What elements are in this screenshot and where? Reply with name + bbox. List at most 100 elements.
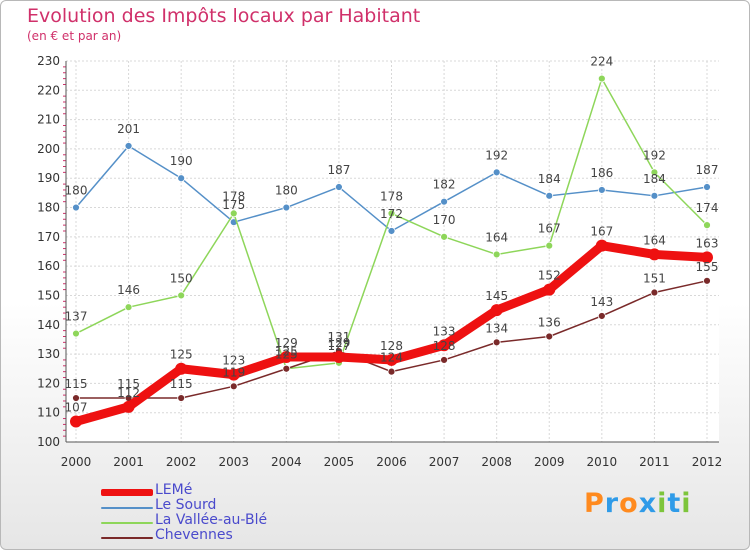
data-point — [650, 168, 659, 177]
data-label: 167 — [590, 225, 613, 239]
data-point — [492, 168, 501, 177]
data-point — [703, 183, 711, 191]
data-point — [229, 382, 238, 391]
data-label: 182 — [433, 178, 456, 192]
legend-label: Le Sourd — [155, 497, 217, 513]
data-label: 128 — [433, 339, 456, 353]
data-label: 180 — [65, 184, 88, 198]
data-point — [72, 329, 80, 338]
data-label: 152 — [538, 269, 561, 283]
data-point — [648, 248, 661, 261]
legend-swatch — [101, 522, 153, 524]
data-label: 136 — [538, 315, 561, 329]
data-label: 133 — [433, 324, 456, 338]
data-label: 134 — [485, 321, 508, 335]
data-label: 129 — [327, 336, 350, 350]
data-label: 129 — [275, 336, 298, 350]
data-point — [227, 368, 240, 381]
y-tick-label: 120 — [37, 376, 60, 390]
data-label: 190 — [170, 154, 193, 168]
data-label: 146 — [117, 283, 140, 297]
data-label: 150 — [170, 271, 193, 285]
y-tick-label: 170 — [37, 230, 60, 244]
data-label: 180 — [275, 184, 298, 198]
data-point — [335, 183, 343, 191]
data-point — [440, 232, 448, 241]
chart-title: Evolution des Impôts locaux par Habitant — [27, 5, 421, 27]
data-point — [440, 356, 448, 364]
data-label: 174 — [696, 201, 719, 215]
data-point — [387, 209, 396, 218]
proxiti-logo: Proxiti — [584, 488, 692, 519]
x-tick-label: 2007 — [429, 455, 460, 469]
data-label: 145 — [485, 289, 508, 303]
data-point — [177, 291, 186, 300]
data-point — [597, 74, 606, 83]
logo-letter: P — [584, 488, 605, 519]
data-point — [492, 338, 501, 347]
data-point — [438, 339, 451, 352]
y-tick-label: 140 — [37, 318, 60, 332]
data-point — [545, 191, 554, 200]
logo-letter: t — [667, 488, 682, 519]
chart-subtitle: (en € et par an) — [27, 29, 122, 43]
data-point — [703, 221, 711, 230]
data-point — [385, 353, 398, 366]
data-label: 192 — [643, 148, 666, 162]
data-point — [70, 415, 82, 428]
data-point — [175, 362, 188, 375]
x-tick-label: 2001 — [113, 455, 144, 469]
data-label: 187 — [327, 163, 350, 177]
data-point — [282, 203, 291, 212]
data-label: 123 — [222, 354, 245, 368]
data-label: 128 — [380, 339, 403, 353]
data-point — [440, 197, 448, 206]
x-tick-label: 2012 — [692, 455, 723, 469]
data-label: 107 — [65, 400, 88, 414]
data-label: 115 — [117, 377, 140, 391]
x-tick-label: 2006 — [376, 455, 407, 469]
y-tick-label: 200 — [37, 142, 60, 156]
data-label: 178 — [222, 189, 245, 203]
data-label: 167 — [538, 222, 561, 236]
data-label: 164 — [485, 230, 508, 244]
legend-swatch — [101, 537, 153, 539]
x-tick-label: 2004 — [271, 455, 302, 469]
data-label: 124 — [380, 351, 403, 365]
y-tick-label: 230 — [37, 54, 60, 68]
x-tick-label: 2000 — [61, 455, 92, 469]
logo-letter: r — [604, 488, 620, 519]
data-label: 151 — [643, 272, 666, 286]
data-label: 125 — [275, 348, 298, 362]
data-label: 137 — [65, 310, 88, 324]
data-label: 175 — [222, 198, 245, 212]
y-tick-label: 210 — [37, 113, 60, 127]
data-label: 143 — [590, 295, 613, 309]
data-label: 112 — [117, 386, 140, 400]
data-point — [280, 351, 293, 364]
data-label: 184 — [538, 172, 561, 186]
data-point — [177, 394, 186, 402]
data-label: 186 — [590, 166, 613, 180]
data-point — [177, 174, 186, 183]
y-tick-label: 220 — [37, 83, 60, 97]
logo-letter: i — [681, 488, 692, 519]
x-tick-label: 2008 — [481, 455, 512, 469]
data-point — [703, 276, 711, 285]
legend-swatch — [101, 489, 153, 496]
y-tick-label: 130 — [37, 347, 60, 361]
data-label: 115 — [170, 377, 193, 391]
data-label: 201 — [117, 122, 140, 136]
x-tick-label: 2011 — [639, 455, 670, 469]
data-point — [597, 186, 606, 194]
y-tick-label: 110 — [37, 406, 60, 420]
logo-letter: i — [657, 488, 668, 519]
data-point — [650, 191, 659, 200]
data-label: 163 — [696, 236, 719, 250]
data-point — [72, 394, 80, 402]
data-point — [124, 303, 133, 312]
data-label: 184 — [643, 172, 666, 186]
data-label: 125 — [275, 345, 298, 359]
